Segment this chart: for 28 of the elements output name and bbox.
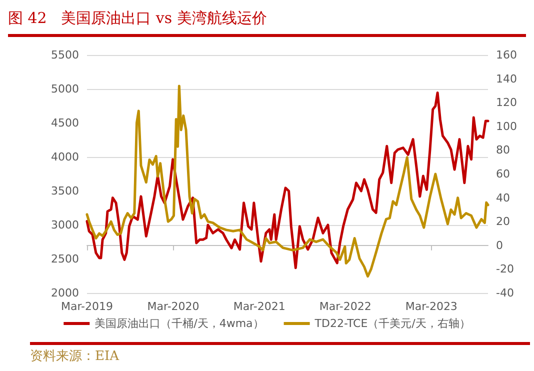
x-tick-label: Mar-2021 <box>233 300 286 313</box>
y2-tick-label: -20 <box>496 262 514 276</box>
y2-tick-label: 0 <box>496 238 503 252</box>
y2-tick-label: 120 <box>496 96 517 110</box>
y2-tick-label: 160 <box>496 48 517 62</box>
y2-tick-label: 80 <box>496 144 510 157</box>
y-tick-label: 3000 <box>51 218 79 232</box>
x-tick-label: Mar-2019 <box>60 300 114 313</box>
x-tick-label: Mar-2020 <box>147 300 200 313</box>
y2-tick-label: -40 <box>496 286 514 300</box>
x-tick-label: Mar-2022 <box>319 300 372 313</box>
y-tick-label: 2000 <box>51 286 79 300</box>
chart-title: 图 42 美国原油出口 vs 美湾航线运价 <box>8 4 526 37</box>
y2-tick-label: 60 <box>496 168 510 180</box>
y-tick-label: 5500 <box>51 48 79 62</box>
y-tick-label: 2500 <box>51 252 79 266</box>
x-tick-label: Mar-2023 <box>405 300 458 313</box>
y2-tick-label: 100 <box>496 120 517 133</box>
legend-label: 美国原油出口（千桶/天，4wma） <box>94 317 264 330</box>
y2-tick-label: 140 <box>496 72 517 86</box>
y-tick-label: 5000 <box>51 82 79 96</box>
legend-label: TD22-TCE（千美元/天，右轴） <box>314 317 470 330</box>
y2-tick-label: 20 <box>496 215 510 228</box>
text: 资料来源：EIA <box>30 342 530 369</box>
y-tick-label: 4500 <box>51 116 79 130</box>
y-tick-label: 3500 <box>51 184 79 198</box>
y-tick-label: 4000 <box>51 150 79 164</box>
y2-tick-label: 40 <box>496 191 510 204</box>
